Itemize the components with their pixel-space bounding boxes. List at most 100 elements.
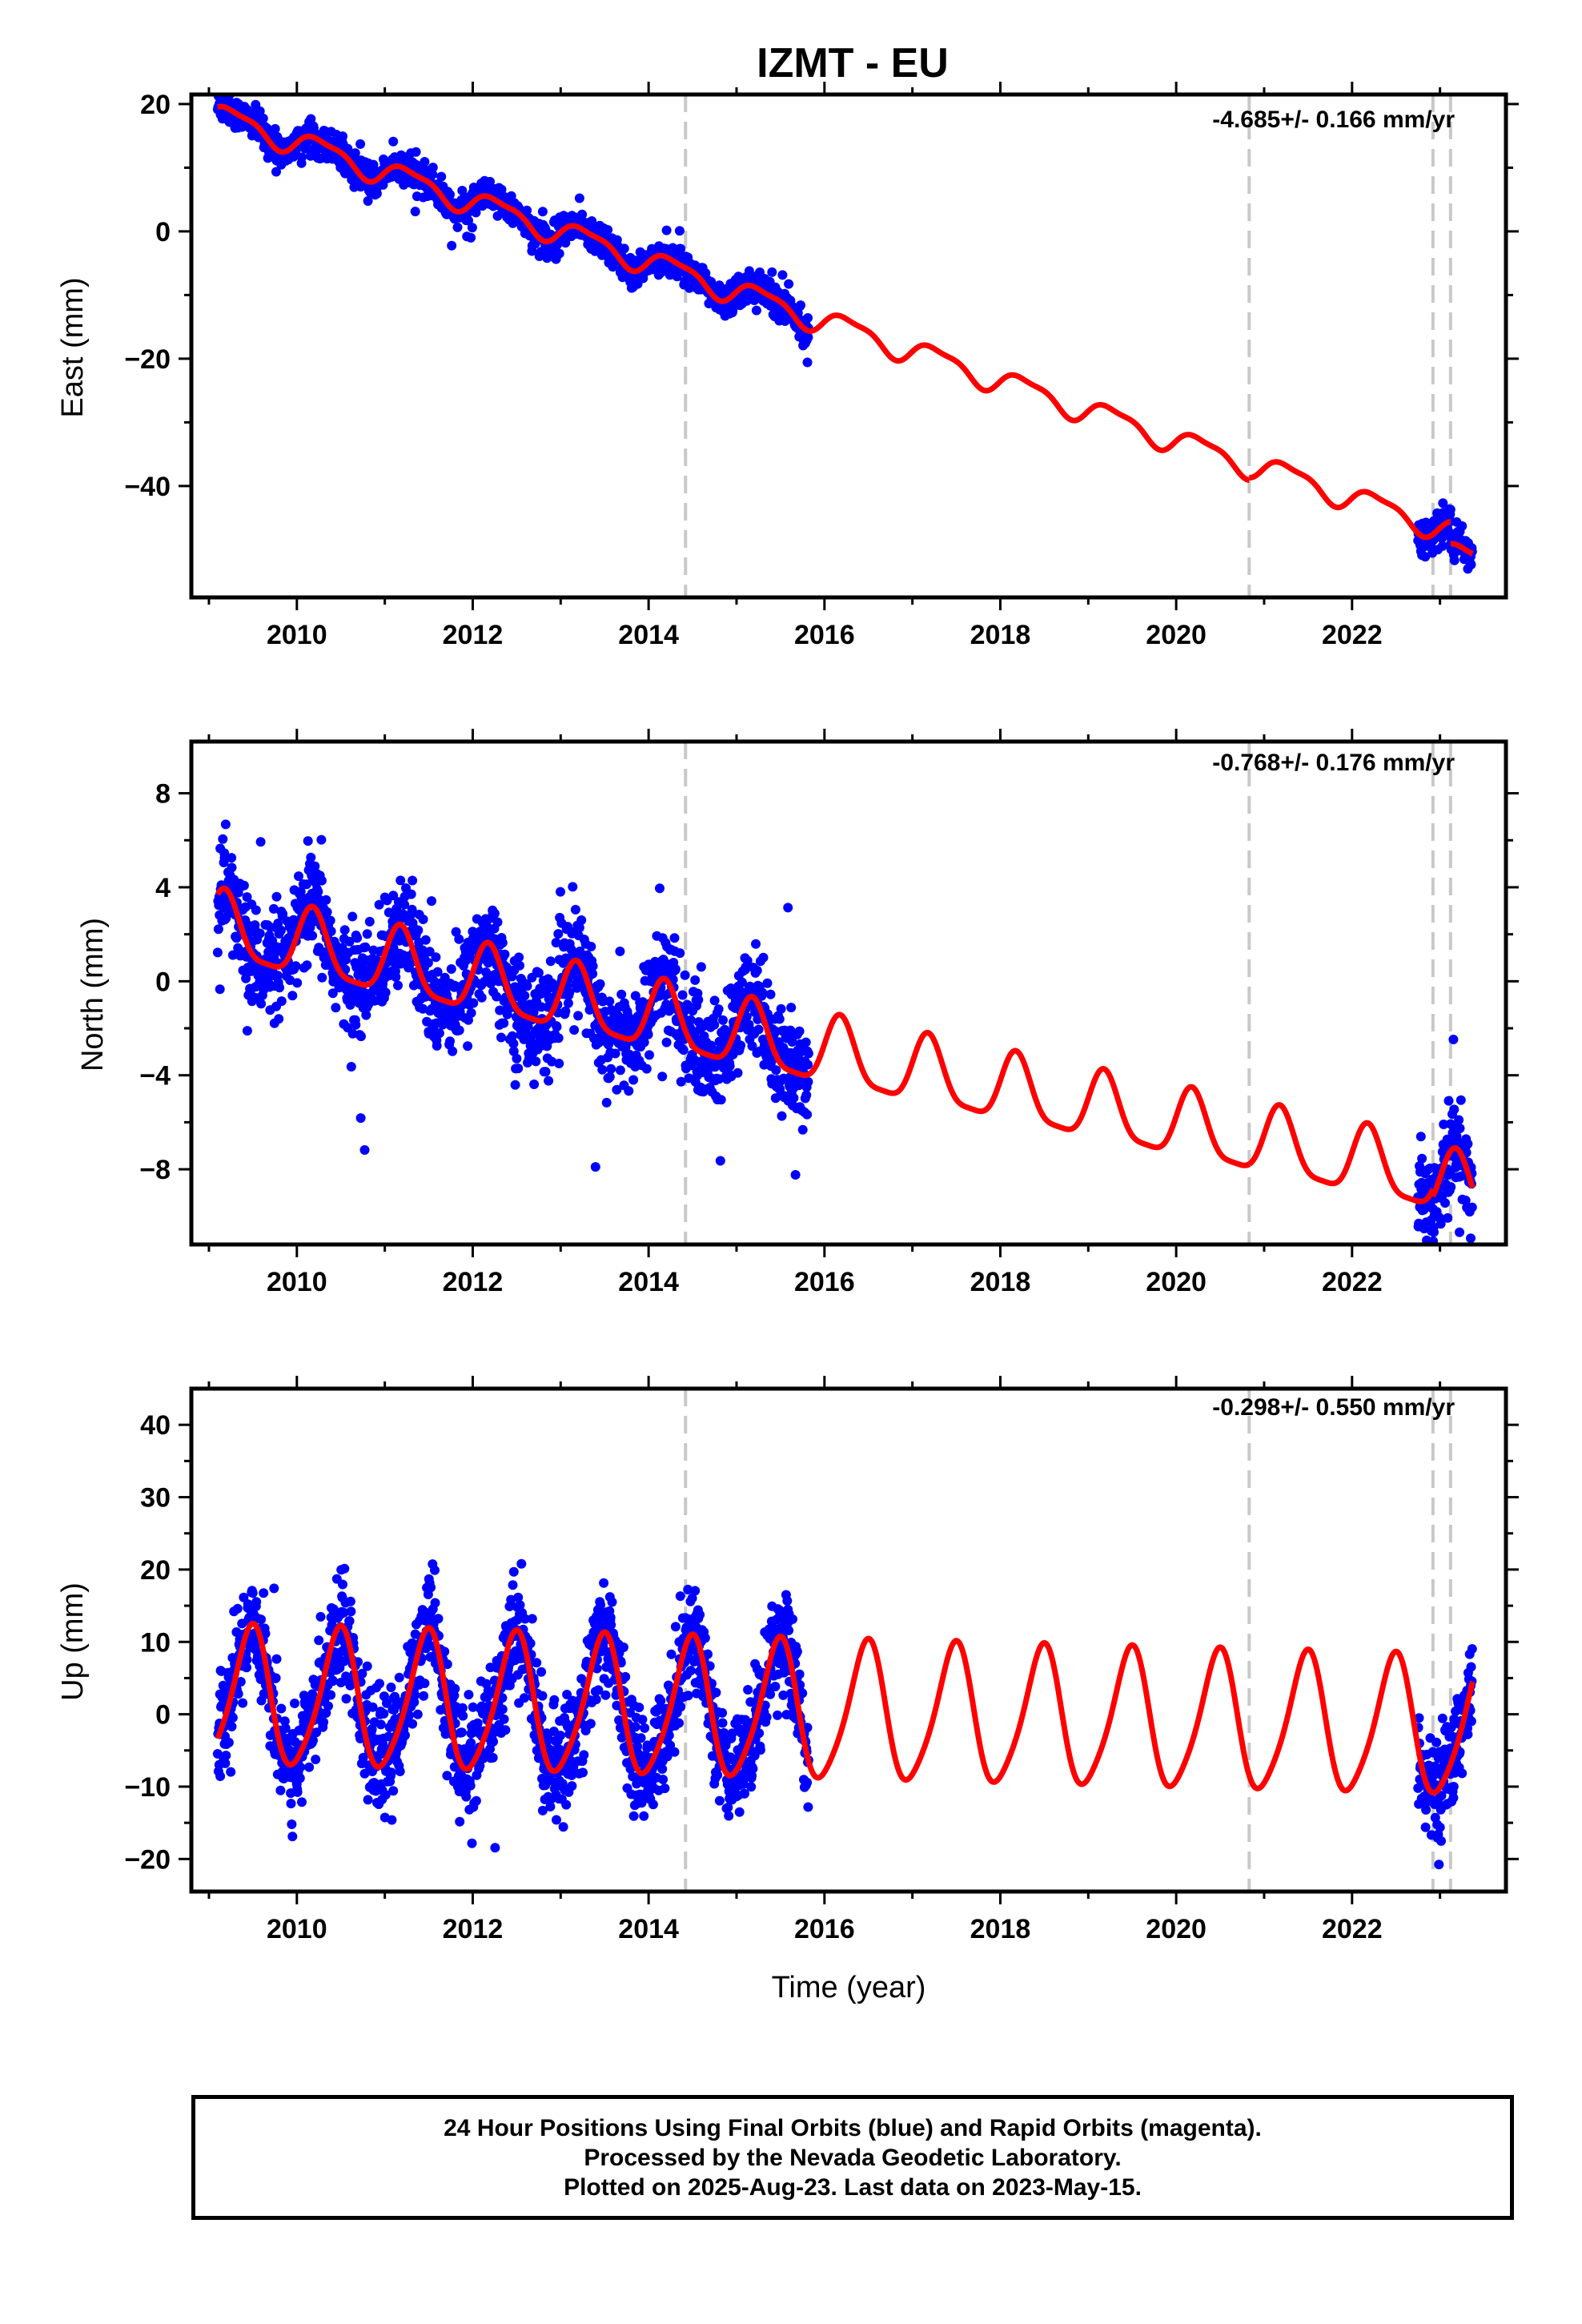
east-data-point-856 [522, 205, 532, 215]
up-data-point-657 [450, 1683, 460, 1694]
north-data-point-421 [364, 916, 375, 927]
east-data-point-1279 [674, 226, 685, 236]
up-data-point-611 [433, 1614, 444, 1624]
north-data-point-169 [274, 1014, 284, 1024]
north-panel: North (mm) 2010 2012 2014 2016 2018 2020 20228… [76, 729, 1519, 1297]
north-data-point-386 [352, 933, 363, 943]
east-data-point-619 [436, 171, 447, 182]
up-data-point-107 [251, 1597, 262, 1607]
east-rate-label: -4.685+/- 0.166 mm/yr [1212, 107, 1455, 133]
north-data-point-1620 [797, 1124, 808, 1135]
north-data-point-1498 [753, 1024, 764, 1035]
figure-title: IZMT - EU [757, 40, 949, 86]
east-data-points [212, 71, 1477, 574]
north-data-point-1611 [794, 1026, 805, 1036]
north-data-point-922 [545, 956, 556, 967]
north-data-point-1151 [628, 1075, 639, 1085]
north-data-point-1752 [1455, 1227, 1464, 1237]
up-data-point-1124 [618, 1642, 628, 1652]
north-data-point-1195 [644, 1050, 654, 1060]
north-data-point-1600 [790, 1170, 801, 1180]
east-panel: East (mm) 2010 2012 2014 2016 2018 2020 202220… [56, 71, 1519, 650]
north-data-point-795 [500, 949, 510, 959]
north-data-point-207 [287, 991, 298, 1001]
north-data-point-14 [218, 834, 228, 844]
up-data-point-414 [362, 1661, 372, 1671]
north-data-point-1750 [1454, 1115, 1464, 1125]
north-data-point-669 [454, 1025, 464, 1035]
east-data-point-1784 [1466, 560, 1476, 569]
north-data-point-289 [317, 972, 327, 983]
north-model-curve-segment-1 [1247, 1102, 1435, 1204]
north-data-point-1392 [715, 1156, 725, 1166]
up-data-point-519 [400, 1730, 410, 1740]
north-data-point-857 [522, 981, 532, 991]
north-data-point-792 [499, 1018, 509, 1028]
north-data-point-767 [489, 908, 500, 919]
up-data-point-949 [556, 1731, 565, 1741]
north-model-curve-segment-0 [215, 885, 1252, 1168]
up-data-point-271 [311, 1755, 321, 1764]
north-data-point-103 [250, 920, 260, 931]
north-data-point-1310 [685, 1015, 696, 1025]
up-data-point-768 [490, 1843, 500, 1853]
up-data-point-206 [287, 1948, 297, 1957]
east-data-point-1002 [574, 193, 584, 203]
north-data-point-987 [569, 1025, 580, 1035]
up-data-point-486 [388, 1786, 399, 1796]
north-data-point-834 [514, 952, 524, 963]
up-data-point-55 [232, 1603, 243, 1614]
up-data-point-228 [295, 1773, 305, 1783]
north-data-point-555 [413, 925, 424, 935]
figure-canvas: IZMT - EU East (mm) 2010 2012 2014 2016 2018… [56, 40, 1519, 2004]
north-data-point-1783 [1466, 1233, 1476, 1244]
up-data-point-1238 [660, 1783, 670, 1794]
north-data-point-1728 [1446, 1182, 1456, 1192]
east-data-point-258 [306, 114, 316, 124]
east-data-point-1535 [767, 267, 777, 277]
north-data-point-607 [432, 1040, 442, 1051]
north-data-point-177 [276, 996, 287, 1007]
north-data-point-775 [492, 917, 503, 927]
east-data-point-1633 [802, 357, 813, 368]
north-data-point-247 [302, 960, 312, 971]
up-data-point-676 [456, 1727, 467, 1738]
north-data-point-216 [291, 961, 301, 971]
north-data-point-1224 [655, 883, 665, 894]
north-data-point-373 [347, 911, 358, 922]
up-data-point-253 [304, 1762, 315, 1772]
east-data-point-754 [485, 176, 495, 187]
north-data-point-1676 [1427, 1248, 1437, 1258]
up-data-point-505 [395, 1767, 405, 1776]
up-data-point-899 [537, 1691, 548, 1701]
north-data-point-1562 [777, 1111, 787, 1121]
north-data-point-539 [408, 875, 418, 886]
north-data-point-1322 [690, 975, 701, 985]
north-data-point-262 [307, 931, 318, 941]
up-data-point-156 [269, 1583, 279, 1594]
north-data-point-1375 [709, 1019, 720, 1030]
up-data-point-762 [488, 1752, 498, 1763]
east-data-point-573 [420, 157, 430, 167]
north-data-point-1494 [752, 965, 762, 975]
north-data-point-303 [322, 907, 332, 917]
up-data-point-313 [326, 1690, 336, 1700]
east-data-point-595 [428, 169, 438, 179]
east-data-point-126 [258, 113, 268, 123]
north-data-point-250 [303, 836, 313, 846]
east-data-point-648 [447, 240, 457, 251]
up-data-point-203 [286, 1799, 296, 1809]
east-data-point-259 [307, 71, 316, 81]
east-data-point-1080 [603, 225, 613, 235]
up-data-point-39 [227, 1722, 237, 1731]
up-data-point-31 [223, 1737, 234, 1747]
up-data-point-23 [221, 1751, 231, 1761]
east-data-point-266 [308, 123, 319, 133]
north-rate-label: -0.768+/- 0.176 mm/yr [1212, 750, 1455, 776]
north-data-point-1376 [709, 995, 720, 1006]
north-data-point-200 [285, 975, 295, 985]
up-panel: Up (mm) 2010 2012 2014 2016 2018 2020 20224030… [56, 1376, 1519, 1957]
north-x-tick-label-2022: 2022 [1322, 1267, 1383, 1297]
east-x-tick-label-2022: 2022 [1322, 620, 1383, 650]
north-data-point-493 [391, 972, 401, 982]
